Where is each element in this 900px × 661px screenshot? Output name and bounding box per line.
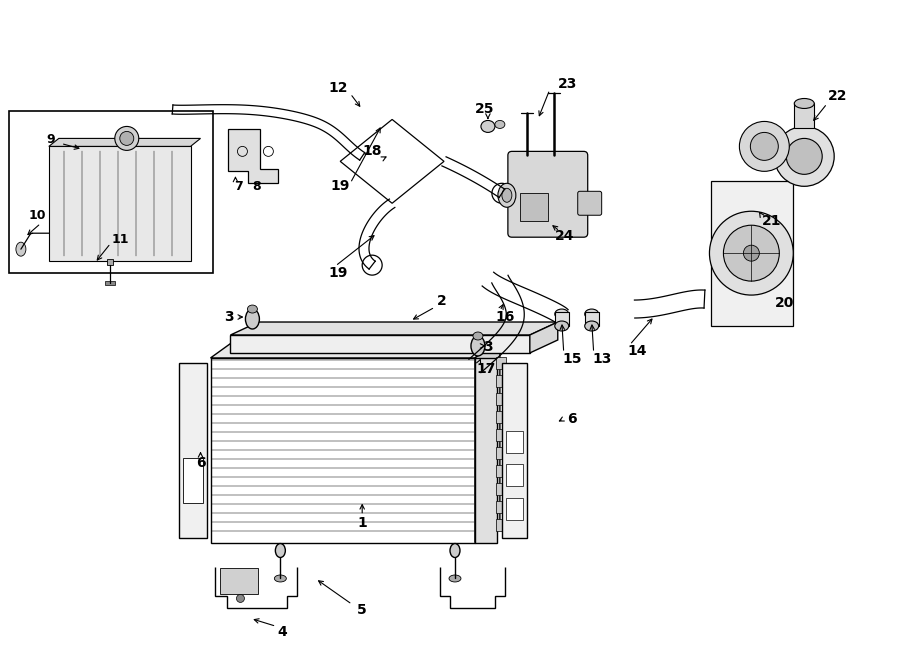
Text: 10: 10 xyxy=(28,209,46,221)
FancyBboxPatch shape xyxy=(508,151,588,237)
Ellipse shape xyxy=(502,188,512,202)
Ellipse shape xyxy=(481,120,495,132)
Text: 11: 11 xyxy=(112,233,130,246)
Ellipse shape xyxy=(498,183,516,208)
Text: 3: 3 xyxy=(483,340,492,354)
Ellipse shape xyxy=(274,575,286,582)
Bar xyxy=(220,568,258,594)
Bar xyxy=(496,465,506,477)
Bar xyxy=(183,457,202,502)
Bar xyxy=(496,429,506,441)
Text: 16: 16 xyxy=(495,310,515,324)
Ellipse shape xyxy=(275,543,285,557)
Bar xyxy=(506,498,523,520)
Text: 21: 21 xyxy=(761,214,781,228)
Ellipse shape xyxy=(554,321,569,331)
Bar xyxy=(496,519,506,531)
Bar xyxy=(9,112,213,273)
Text: 12: 12 xyxy=(328,81,348,95)
Polygon shape xyxy=(530,322,558,353)
Bar xyxy=(496,357,506,369)
Ellipse shape xyxy=(473,332,483,340)
Circle shape xyxy=(237,594,245,602)
Ellipse shape xyxy=(450,543,460,557)
Text: 4: 4 xyxy=(277,625,287,639)
Bar xyxy=(107,259,112,265)
Text: 18: 18 xyxy=(363,144,382,159)
Polygon shape xyxy=(49,138,201,146)
Text: 7: 7 xyxy=(234,180,243,193)
Ellipse shape xyxy=(16,242,26,256)
Circle shape xyxy=(724,225,779,281)
Text: 20: 20 xyxy=(775,296,794,310)
Polygon shape xyxy=(230,322,558,335)
Bar xyxy=(506,464,523,486)
Text: 6: 6 xyxy=(195,455,205,470)
Text: 15: 15 xyxy=(562,352,581,366)
Text: 24: 24 xyxy=(555,229,574,243)
Circle shape xyxy=(743,245,760,261)
Ellipse shape xyxy=(449,575,461,582)
Circle shape xyxy=(120,132,134,145)
Text: 19: 19 xyxy=(328,266,348,280)
Circle shape xyxy=(740,122,789,171)
Text: 8: 8 xyxy=(252,180,261,193)
Ellipse shape xyxy=(471,336,485,356)
Text: 5: 5 xyxy=(357,603,367,617)
Text: 2: 2 xyxy=(437,294,447,308)
Polygon shape xyxy=(211,340,500,358)
Ellipse shape xyxy=(585,321,598,331)
Text: 13: 13 xyxy=(592,352,611,366)
Circle shape xyxy=(774,126,834,186)
Ellipse shape xyxy=(795,98,815,108)
Bar xyxy=(496,500,506,513)
Bar xyxy=(506,431,523,453)
Text: 1: 1 xyxy=(357,516,367,529)
Ellipse shape xyxy=(495,120,505,128)
Text: 23: 23 xyxy=(558,77,578,91)
Polygon shape xyxy=(475,358,497,543)
Circle shape xyxy=(751,132,778,161)
Text: 22: 22 xyxy=(827,89,847,104)
Bar xyxy=(795,104,815,128)
Circle shape xyxy=(787,138,823,175)
Ellipse shape xyxy=(248,305,257,313)
Polygon shape xyxy=(229,130,278,183)
Polygon shape xyxy=(711,181,793,326)
Text: 3: 3 xyxy=(224,310,233,324)
Bar xyxy=(496,411,506,423)
Bar xyxy=(554,312,569,326)
Polygon shape xyxy=(475,340,500,543)
Text: 14: 14 xyxy=(628,344,647,358)
Bar xyxy=(496,447,506,459)
Text: 19: 19 xyxy=(330,179,350,193)
Bar xyxy=(104,281,114,285)
Bar xyxy=(496,375,506,387)
Bar xyxy=(585,312,598,326)
Circle shape xyxy=(709,212,793,295)
Text: 17: 17 xyxy=(476,362,496,376)
FancyBboxPatch shape xyxy=(578,191,602,215)
Bar xyxy=(502,363,526,537)
Text: 25: 25 xyxy=(475,102,495,116)
Bar xyxy=(520,193,548,221)
Bar xyxy=(496,393,506,405)
Bar xyxy=(496,483,506,494)
Bar xyxy=(230,335,530,353)
Bar xyxy=(178,363,206,537)
Circle shape xyxy=(115,126,139,151)
Ellipse shape xyxy=(246,309,259,329)
Polygon shape xyxy=(49,146,191,261)
Text: 9: 9 xyxy=(47,133,55,146)
Ellipse shape xyxy=(554,309,569,319)
Text: 6: 6 xyxy=(567,412,577,426)
Ellipse shape xyxy=(585,309,598,319)
